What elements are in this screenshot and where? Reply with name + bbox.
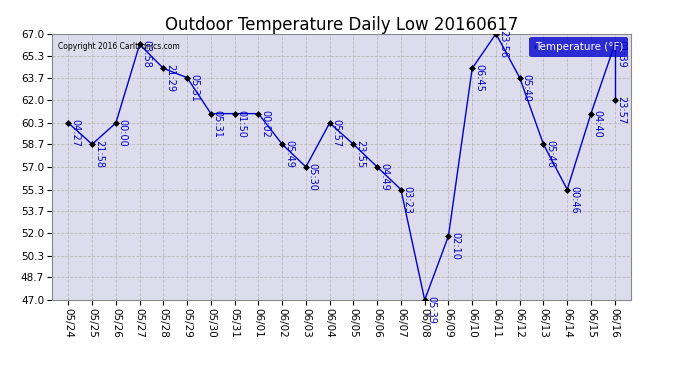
Text: 00:46: 00:46	[569, 186, 579, 213]
Text: 00:02: 00:02	[260, 110, 270, 138]
Text: 05:40: 05:40	[522, 74, 531, 102]
Text: 23:55: 23:55	[355, 140, 365, 168]
Text: 23:57: 23:57	[617, 96, 627, 124]
Text: 21:58: 21:58	[94, 140, 104, 168]
Text: 23:56: 23:56	[498, 30, 508, 58]
Text: 01:39: 01:39	[617, 40, 627, 68]
Text: 21:29: 21:29	[166, 64, 175, 92]
Text: 05:57: 05:57	[332, 119, 342, 147]
Text: 05:31: 05:31	[189, 74, 199, 102]
Text: 00:00: 00:00	[118, 119, 128, 147]
Text: 03:58: 03:58	[141, 40, 152, 68]
Text: 05:49: 05:49	[284, 140, 294, 168]
Text: Copyright 2016 Carltronics.com: Copyright 2016 Carltronics.com	[57, 42, 179, 51]
Text: 03:23: 03:23	[403, 186, 413, 213]
Title: Outdoor Temperature Daily Low 20160617: Outdoor Temperature Daily Low 20160617	[165, 16, 518, 34]
Text: 04:27: 04:27	[70, 119, 80, 147]
Text: 02:10: 02:10	[451, 232, 460, 260]
Legend: Temperature (°F): Temperature (°F)	[529, 37, 628, 57]
Text: 05:39: 05:39	[426, 296, 437, 324]
Text: 01:50: 01:50	[237, 110, 246, 138]
Text: 06:45: 06:45	[474, 64, 484, 92]
Text: 04:40: 04:40	[593, 110, 603, 137]
Text: 04:49: 04:49	[379, 163, 389, 190]
Text: 05:46: 05:46	[545, 140, 555, 168]
Text: 05:30: 05:30	[308, 163, 318, 191]
Text: 05:31: 05:31	[213, 110, 223, 138]
